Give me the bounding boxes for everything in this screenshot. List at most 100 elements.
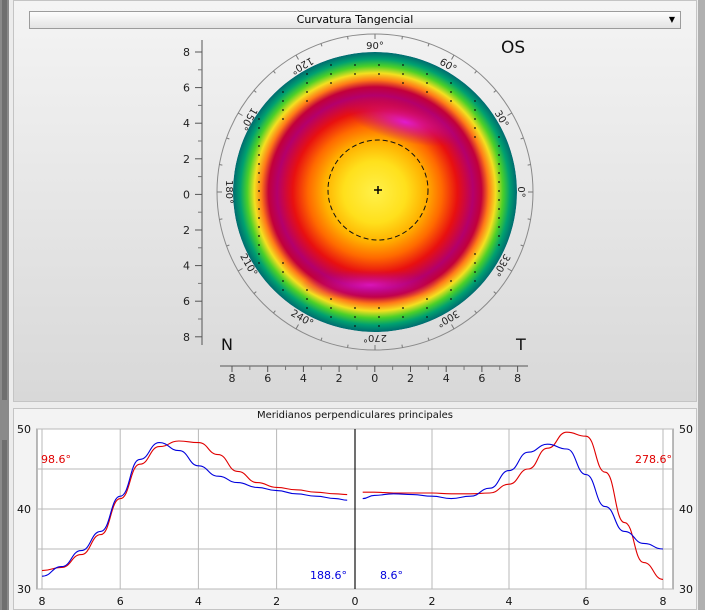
data-dot: [258, 199, 260, 201]
data-dot: [426, 316, 428, 318]
vertical-tick-label: 0: [183, 188, 190, 201]
ring-tick: [474, 70, 477, 74]
data-dot: [498, 226, 500, 228]
left-window-edge: [0, 0, 9, 610]
horizontal-tick-label: 6: [264, 372, 271, 385]
y-right-tick-label: 50: [679, 423, 693, 436]
pupil-circle: [327, 139, 429, 241]
ring-tick: [520, 244, 524, 247]
y-left-tick-label: 50: [17, 423, 31, 436]
data-dot: [354, 64, 356, 66]
center-cross-icon: [374, 186, 382, 194]
data-dot: [450, 280, 452, 282]
y-left-tick-label: 40: [17, 503, 31, 516]
data-dot: [402, 64, 404, 66]
data-dot: [258, 136, 260, 138]
data-dot: [306, 307, 308, 309]
data-dot: [354, 325, 356, 327]
data-dot: [282, 280, 284, 282]
data-dot: [474, 262, 476, 264]
vertical-tick-label: 4: [183, 260, 190, 273]
horizontal-tick-label: 0: [371, 372, 378, 385]
profile-x-tick-label: 2: [429, 595, 436, 608]
data-dot: [330, 82, 332, 84]
ring-tick: [237, 112, 243, 116]
series-line-blue: [362, 443, 664, 550]
ring-tick: [347, 344, 349, 348]
map-type-dropdown[interactable]: Curvatura Tangencial ▼: [29, 11, 681, 29]
left-red-meridian-label: 98.6°: [41, 453, 71, 466]
ring-tick: [520, 137, 524, 140]
data-dot: [498, 190, 500, 192]
data-dot: [282, 118, 284, 120]
y-right-tick-label: 30: [679, 583, 693, 596]
data-dot: [378, 307, 380, 309]
data-dot: [474, 127, 476, 129]
ring-tick: [295, 54, 299, 60]
data-dot: [474, 136, 476, 138]
ring-tick: [226, 244, 230, 247]
data-dot: [474, 109, 476, 111]
data-dot: [258, 118, 260, 120]
data-dot: [306, 289, 308, 291]
vertical-axis: 8 6 4 2 0 2 4 6 8: [183, 40, 203, 345]
data-dot: [306, 100, 308, 102]
data-dot: [498, 136, 500, 138]
data-dot: [354, 316, 356, 318]
vertical-tick-label: 6: [183, 82, 190, 95]
chevron-down-icon[interactable]: ▼: [668, 15, 675, 24]
data-dot: [258, 190, 260, 192]
left-edge-segment-top: [2, 0, 7, 400]
map-type-label: Curvatura Tangencial: [296, 13, 414, 26]
data-dot: [282, 91, 284, 93]
data-dot: [426, 307, 428, 309]
ring-tick: [253, 90, 257, 93]
data-dot: [282, 289, 284, 291]
horizontal-tick-label: 8: [229, 372, 236, 385]
ring-tick: [219, 218, 223, 220]
data-dot: [450, 91, 452, 93]
data-dot: [330, 316, 332, 318]
data-dot: [258, 127, 260, 129]
data-dot: [450, 82, 452, 84]
ring-tick: [451, 324, 455, 330]
ring-tick: [427, 43, 430, 47]
ring-tick: [253, 291, 257, 294]
data-dot: [498, 181, 500, 183]
ring-tick: [401, 344, 403, 348]
vertical-tick-label: 2: [183, 224, 190, 237]
vertical-tick-label: 8: [183, 46, 190, 59]
data-dot: [330, 298, 332, 300]
data-dot: [258, 235, 260, 237]
data-dot: [282, 262, 284, 264]
data-dot: [498, 145, 500, 147]
nasal-label: N: [221, 335, 233, 354]
ring-tick: [451, 54, 455, 60]
data-dot: [474, 100, 476, 102]
profile-x-tick-label: 6: [583, 595, 590, 608]
data-dot: [498, 163, 500, 165]
eye-label: OS: [501, 38, 525, 58]
vertical-tick-label: 4: [183, 117, 190, 130]
ring-tick: [273, 310, 276, 314]
data-dot: [258, 217, 260, 219]
data-dot: [378, 325, 380, 327]
data-dot: [354, 73, 356, 75]
series-line-red: [41, 440, 348, 572]
profile-x-tick-label: 8: [660, 595, 667, 608]
profile-x-tick-label: 0: [352, 595, 359, 608]
ring-tick: [427, 337, 430, 341]
curvature-heatmap: [233, 52, 517, 332]
data-dot: [498, 235, 500, 237]
temporal-label: T: [515, 335, 526, 354]
ring-tick: [320, 337, 323, 341]
data-dot: [330, 64, 332, 66]
ring-tick: [527, 164, 531, 166]
data-dot: [258, 145, 260, 147]
left-blue-meridian-label: 188.6°: [310, 569, 347, 582]
ring-tick: [493, 90, 497, 93]
y-right-tick-label: 40: [679, 503, 693, 516]
data-dot: [282, 271, 284, 273]
data-dot: [306, 91, 308, 93]
data-dot: [498, 244, 500, 246]
